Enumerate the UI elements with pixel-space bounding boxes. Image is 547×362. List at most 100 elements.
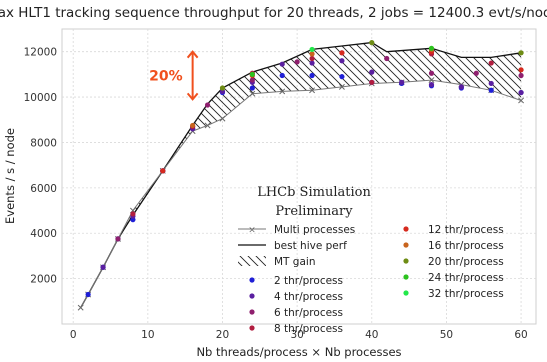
data-point [339, 58, 345, 64]
legend-series-marker [249, 325, 255, 331]
multi-processes-marker [518, 97, 525, 104]
data-point [294, 59, 300, 65]
legend-entry-series: 6 thr/process [249, 307, 343, 319]
data-point [249, 71, 255, 77]
legend-series-marker [403, 242, 409, 248]
data-point [190, 122, 196, 129]
data-point [339, 50, 345, 56]
data-point [219, 85, 226, 91]
data-point [473, 70, 479, 76]
legend-series-marker [403, 274, 409, 280]
data-point [249, 77, 255, 83]
multi-processes-marker [249, 90, 256, 97]
data-point [204, 102, 211, 108]
x-tick-label: 60 [514, 329, 527, 341]
x-tick-label: 40 [365, 329, 378, 341]
x-tick-label: 50 [440, 329, 453, 341]
legend: × Multi processes best hive perf MT gain… [238, 224, 504, 335]
x-tick-label: 20 [216, 329, 229, 341]
legend-series-marker [249, 277, 255, 283]
y-tick-label: 4000 [30, 228, 57, 240]
legend-series-label: 16 thr/process [428, 240, 504, 252]
data-point [309, 46, 315, 53]
data-point [518, 50, 524, 56]
data-point [518, 67, 524, 73]
legend-entry-mt-gain: MT gain [238, 256, 315, 268]
gain-annotation: 20% [149, 50, 199, 101]
data-point [309, 60, 315, 66]
legend-series-marker [403, 290, 409, 296]
data-point [458, 84, 464, 90]
data-point [130, 211, 136, 217]
legend-series-marker [249, 293, 255, 299]
data-point [488, 87, 494, 93]
multi-processes-marker [309, 87, 316, 94]
watermark-line-2: Preliminary [275, 204, 353, 219]
data-point [384, 55, 390, 62]
legend-label-mt-gain: MT gain [274, 256, 315, 268]
legend-series-marker [403, 226, 409, 232]
y-axis-label: Events / s / node [3, 128, 17, 224]
legend-entry-series: 8 thr/process [249, 323, 343, 335]
legend-series-label: 32 thr/process [428, 288, 504, 300]
multi-processes-marker [77, 304, 84, 311]
x-tick-label: 0 [70, 329, 77, 341]
y-tick-label: 6000 [30, 183, 57, 195]
legend-series-label: 4 thr/process [274, 291, 343, 303]
multi-processes-marker [338, 83, 345, 90]
legend-series-label: 6 thr/process [274, 307, 343, 319]
legend-entry-series: 32 thr/process [403, 288, 504, 300]
legend-label-best-hive: best hive perf [274, 240, 347, 252]
x-tick-label: 30 [290, 329, 303, 341]
legend-entry-multi-processes: × Multi processes [238, 224, 355, 236]
legend-series-label: 24 thr/process [428, 272, 504, 284]
data-point [85, 291, 91, 298]
data-point [309, 51, 315, 57]
multi-processes-marker [428, 77, 435, 84]
data-point [115, 236, 121, 242]
chart-title: Max HLT1 tracking sequence throughput fo… [0, 5, 547, 21]
legend-series-label: 12 thr/process [428, 224, 504, 236]
legend-label-multi-processes: Multi processes [274, 224, 355, 236]
data-point [249, 85, 255, 91]
gain-arrow-head-top [186, 50, 199, 59]
y-tick-label: 12000 [24, 47, 57, 59]
legend-series-label: 20 thr/process [428, 256, 504, 268]
legend-series-marker [403, 258, 409, 264]
legend-entry-best-hive: best hive perf [238, 240, 347, 252]
data-point [160, 168, 166, 174]
data-point [428, 45, 435, 51]
data-point [309, 72, 315, 79]
data-point [428, 81, 435, 88]
data-point [488, 60, 494, 66]
data-point [100, 264, 106, 270]
legend-series-label: 2 thr/process [274, 275, 343, 287]
legend-entry-series: 2 thr/process [249, 275, 343, 287]
data-points [85, 40, 524, 298]
legend-entry-series: 12 thr/process [403, 224, 504, 236]
data-point [518, 89, 524, 96]
x-axis-label: Nb threads/process × Nb processes [196, 345, 401, 359]
y-tick-label: 8000 [30, 137, 57, 149]
y-tick-label: 10000 [24, 92, 57, 104]
data-point [369, 79, 375, 85]
data-point [428, 70, 435, 76]
data-point [339, 74, 345, 80]
mt-gain-area [80, 42, 522, 308]
gain-label: 20% [149, 69, 183, 85]
data-point [279, 61, 285, 67]
legend-entry-series: 16 thr/process [403, 240, 504, 252]
multi-processes-marker [204, 122, 211, 129]
svg-text:×: × [248, 226, 256, 236]
data-point [518, 72, 524, 79]
legend-entry-series: 20 thr/process [403, 256, 504, 268]
data-point [369, 40, 375, 46]
data-point [309, 55, 315, 62]
data-point [279, 72, 285, 79]
legend-entry-series: 24 thr/process [403, 272, 504, 284]
gain-arrow-head-bottom [186, 92, 199, 101]
data-point [399, 79, 405, 85]
x-tick-label: 10 [141, 329, 154, 341]
watermark-line-1: LHCb Simulation [257, 185, 371, 200]
